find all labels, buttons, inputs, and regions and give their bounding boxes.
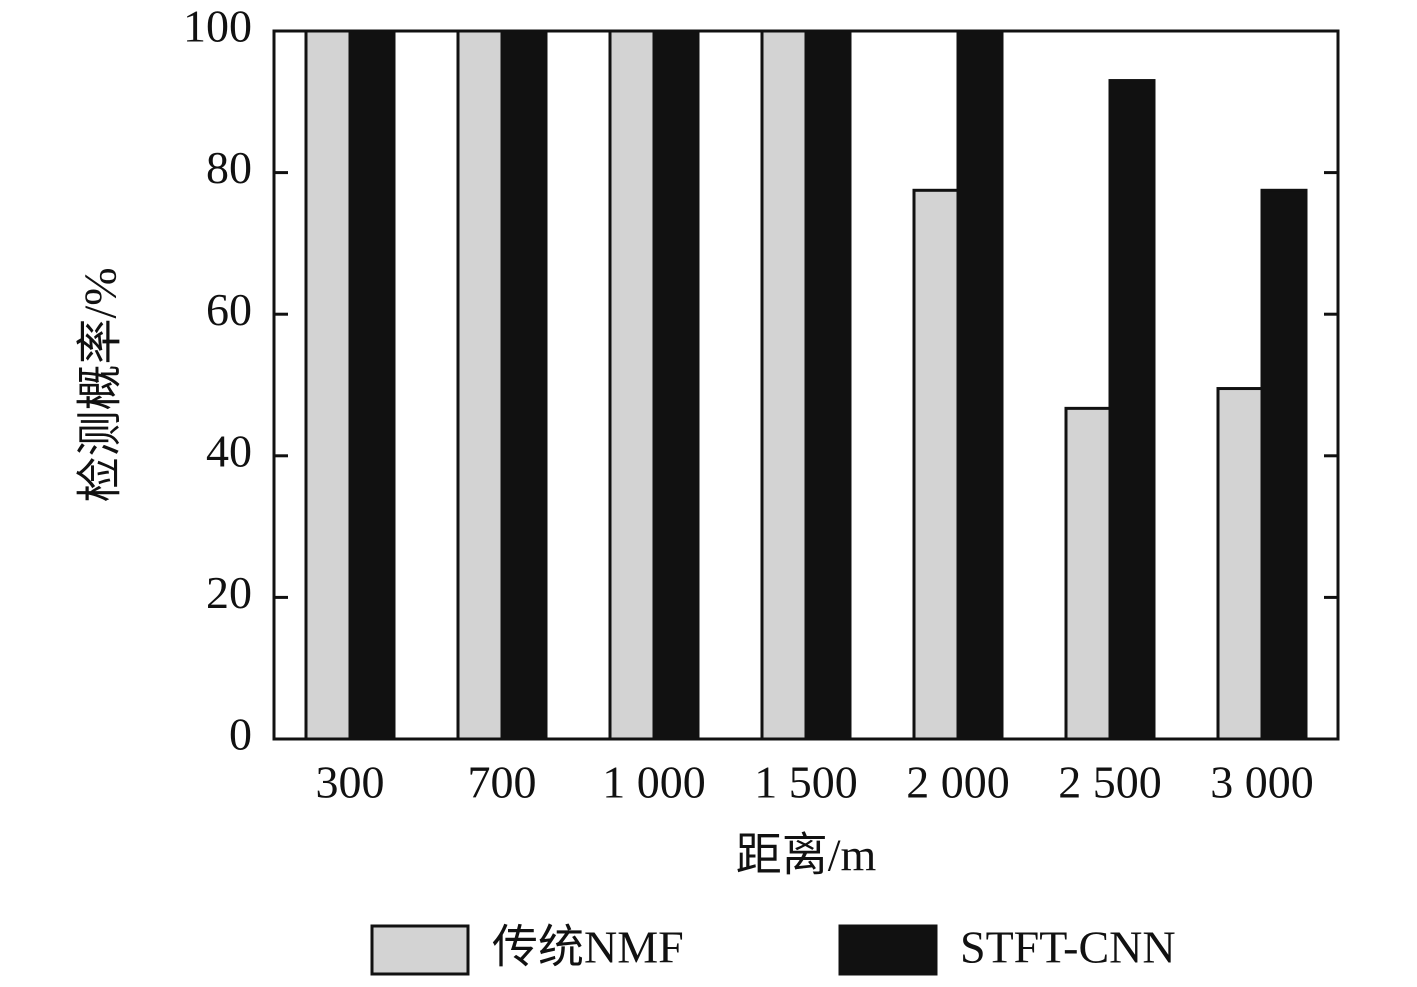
legend-label: STFT-CNN xyxy=(960,922,1176,973)
x-axis-label: 距离/m xyxy=(736,830,877,881)
bar xyxy=(348,29,396,741)
x-tick-label: 700 xyxy=(468,757,537,808)
y-tick-label: 100 xyxy=(183,1,252,52)
x-tick-label: 1 000 xyxy=(602,757,706,808)
x-tick-label: 2 500 xyxy=(1058,757,1162,808)
x-tick-label: 1 500 xyxy=(754,757,858,808)
bar xyxy=(500,29,548,741)
bar xyxy=(804,29,852,741)
bar xyxy=(1260,188,1308,741)
y-axis-label: 检测概率/% xyxy=(75,267,126,502)
x-tick-label: 300 xyxy=(316,757,385,808)
bar xyxy=(304,29,352,741)
legend-swatch xyxy=(370,924,470,976)
x-tick-label: 2 000 xyxy=(906,757,1010,808)
bar xyxy=(652,29,700,741)
bar xyxy=(1064,406,1112,741)
plot-frame xyxy=(272,29,1340,741)
x-tick-label: 3 000 xyxy=(1210,757,1314,808)
bar xyxy=(456,29,504,741)
y-tick-label: 80 xyxy=(206,142,252,193)
bar xyxy=(760,29,808,741)
y-tick-label: 0 xyxy=(229,709,252,760)
bar xyxy=(912,188,960,741)
y-tick-label: 40 xyxy=(206,425,252,476)
legend-swatch xyxy=(838,924,938,976)
bar xyxy=(608,29,656,741)
y-tick-label: 20 xyxy=(206,567,252,618)
bar xyxy=(956,29,1004,741)
y-tick-label: 60 xyxy=(206,284,252,335)
bar xyxy=(1216,387,1264,741)
legend-label: 传统NMF xyxy=(492,922,684,973)
bar xyxy=(1108,79,1156,741)
